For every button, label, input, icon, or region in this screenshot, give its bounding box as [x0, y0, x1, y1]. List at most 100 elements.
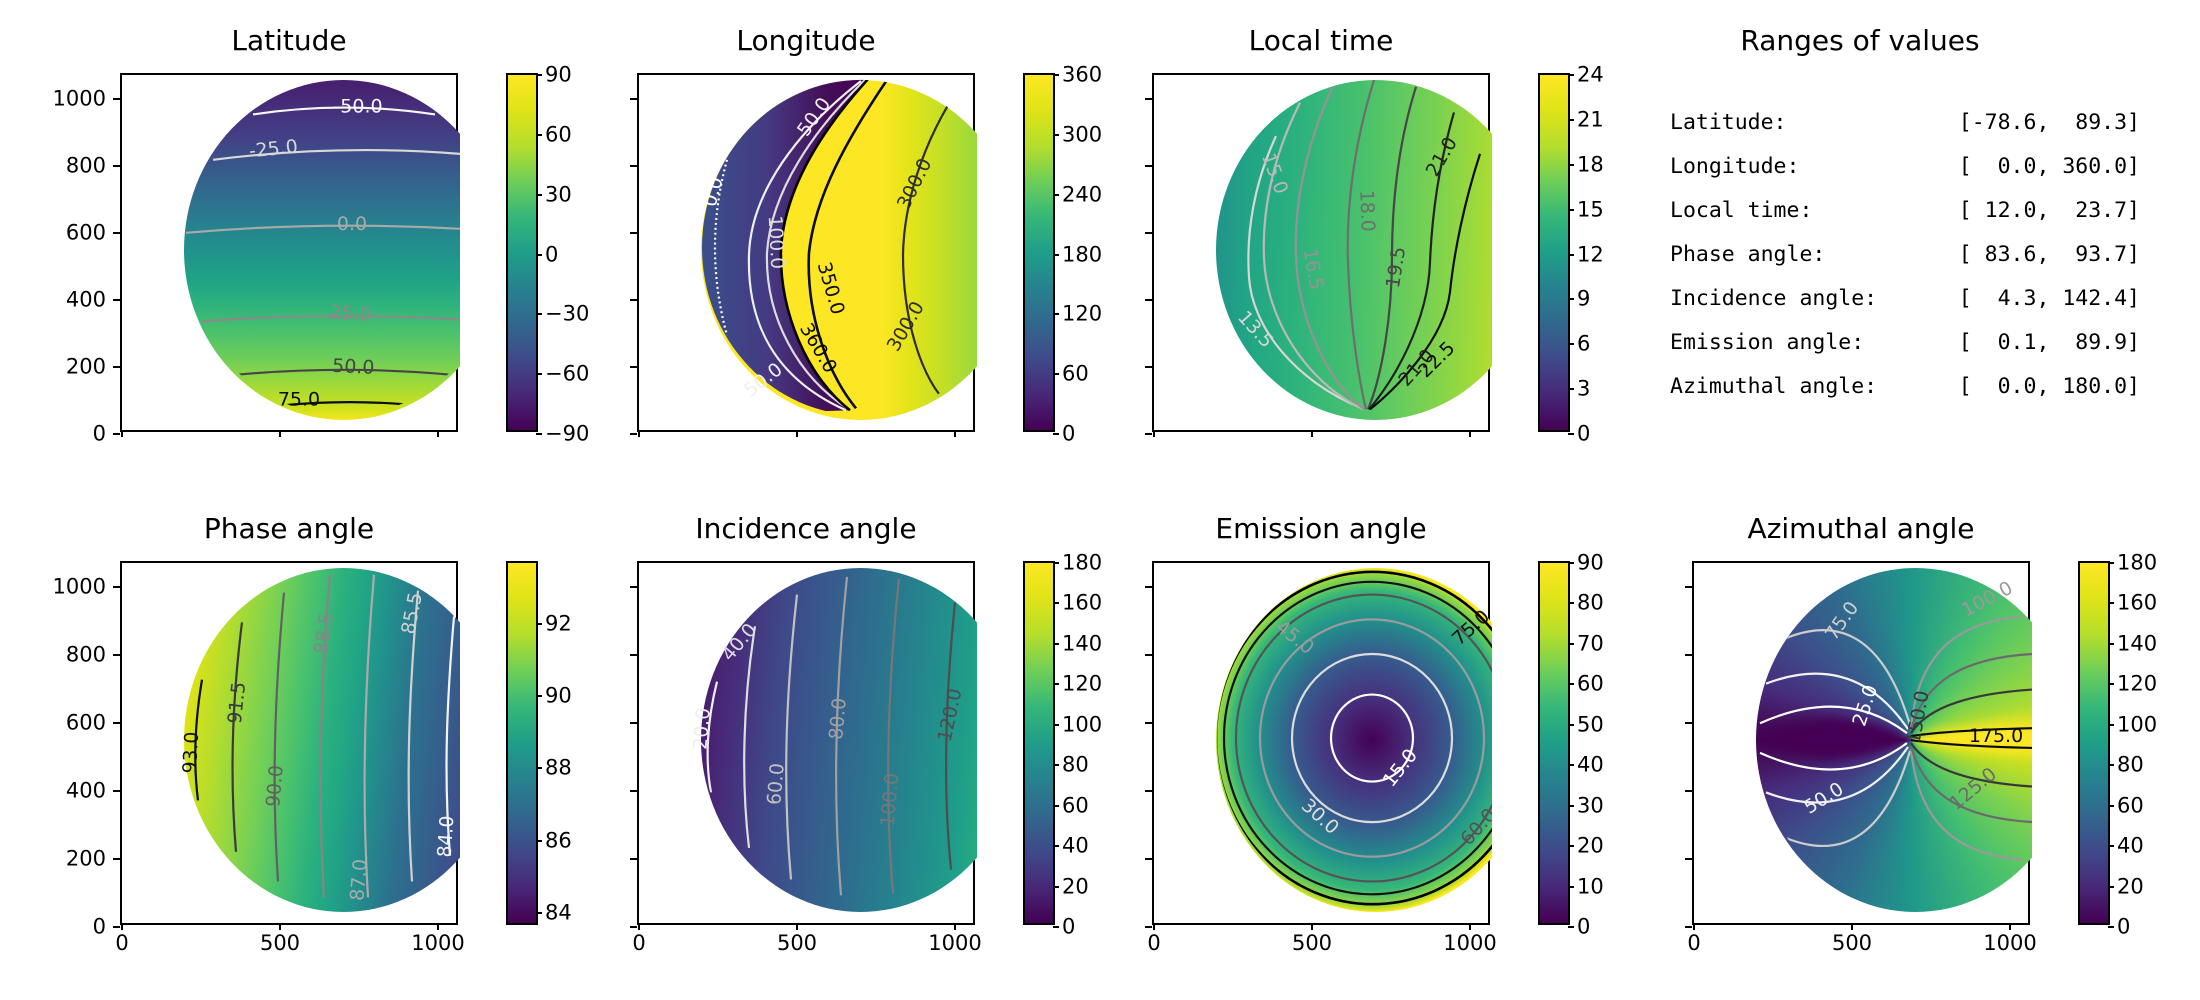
- tick-mark: [1693, 923, 1695, 930]
- plot-title: Azimuthal angle: [1747, 512, 1975, 545]
- tick-label: 88: [545, 755, 572, 780]
- plot-incidence-angle: Incidence angle 20.0 40.0 60.: [630, 512, 1102, 954]
- tick-label: 92: [545, 611, 572, 636]
- tick-label: 1000: [1983, 931, 2037, 955]
- tick-mark: [796, 923, 798, 930]
- tick-label: 70: [1577, 631, 1604, 656]
- tick-mark: [630, 365, 637, 368]
- tick-mark: [536, 911, 542, 914]
- tick-label: 180: [1062, 242, 1103, 266]
- colorbar-ticks: 360 300 240 180 120 60 0: [1025, 64, 1102, 444]
- tick-mark: [2108, 642, 2114, 645]
- plot-area: 20.0 40.0 60.0 80.0 100.0 120.0: [639, 563, 977, 923]
- tick-label: 400: [65, 287, 106, 312]
- tick-mark: [1053, 683, 1059, 686]
- tick-label: 60: [2117, 793, 2144, 818]
- plot-area: 13.5 15.0 16.5 18.0 19.5 21.0 21.0 22.5: [1154, 75, 1492, 430]
- tick-label: −30: [545, 301, 590, 326]
- tick-label: 160: [2117, 590, 2158, 615]
- tick-label: 6: [1577, 331, 1591, 356]
- contour-label: 75.0: [1821, 598, 1863, 645]
- tick-mark: [1568, 845, 1574, 848]
- tick-mark: [1685, 721, 1692, 724]
- tick-mark: [1685, 789, 1692, 792]
- tick-mark: [113, 858, 120, 860]
- tick-label: 0: [1577, 421, 1591, 446]
- tick-mark: [536, 193, 542, 196]
- tick-mark: [1568, 723, 1574, 726]
- tick-mark: [536, 133, 542, 136]
- contour-label: 80.0: [825, 697, 851, 741]
- tick-label: 90: [1577, 550, 1604, 575]
- tick-label: 140: [2117, 631, 2158, 656]
- tick-mark: [1053, 642, 1059, 645]
- contour-overlay: 0.0 50.0 100.0 350.0 360.0 300.0 300.0 5…: [699, 79, 958, 416]
- range-row: Emission angle: [ 0.1, 89.9]: [1670, 330, 2140, 356]
- tick-mark: [1469, 923, 1471, 930]
- tick-label: 800: [65, 642, 106, 667]
- tick-label: 9: [1577, 286, 1591, 311]
- tick-mark: [1053, 373, 1059, 376]
- tick-mark: [1153, 430, 1155, 437]
- tick-mark: [113, 721, 120, 724]
- tick-mark: [2009, 923, 2011, 930]
- tick-mark: [536, 623, 542, 626]
- tick-label: 1000: [1443, 931, 1497, 955]
- tick-label: 18: [1577, 152, 1604, 177]
- tick-mark: [113, 926, 120, 928]
- tick-mark: [2108, 602, 2114, 605]
- tick-mark: [1145, 365, 1152, 368]
- tick-label: 80: [1577, 590, 1604, 615]
- range-label: Azimuthal angle:: [1670, 374, 1878, 399]
- tick-mark: [1145, 298, 1152, 301]
- range-row: Latitude: [-78.6, 89.3]: [1670, 110, 2140, 136]
- tick-mark: [1568, 642, 1574, 645]
- colorbar: 92 90 88 86 84: [506, 561, 572, 925]
- tick-mark: [1145, 585, 1152, 588]
- contour-label: 50.0: [332, 355, 375, 379]
- tick-label: 15: [1577, 197, 1604, 222]
- tick-mark: [1568, 118, 1574, 121]
- range-row: Azimuthal angle: [ 0.0, 180.0]: [1670, 374, 2140, 400]
- contour-label: 300.0: [893, 155, 937, 213]
- tick-mark: [1311, 430, 1313, 437]
- tick-mark: [536, 767, 542, 770]
- tick-label: 1000: [52, 574, 106, 599]
- tick-mark: [536, 74, 542, 76]
- tick-label: 120: [1062, 301, 1103, 326]
- tick-label: 0: [1062, 914, 1076, 939]
- plot-axes: 20.0 40.0 60.0 80.0 100.0 120.0 0 500 1000: [630, 561, 982, 954]
- tick-mark: [1053, 313, 1059, 316]
- plot-area: 93.0 91.5 90.0 88.5 87.0 85.5 84.0: [122, 563, 460, 923]
- tick-label: 300: [1062, 122, 1103, 147]
- plot-title: Incidence angle: [695, 512, 917, 545]
- range-row: Incidence angle: [ 4.3, 142.4]: [1670, 286, 2140, 312]
- tick-label: 30: [545, 182, 572, 207]
- tick-label: 0: [2117, 914, 2131, 939]
- tick-label: 20: [2117, 874, 2144, 899]
- tick-mark: [2108, 562, 2114, 564]
- tick-mark: [1145, 653, 1152, 656]
- contour-overlay: 93.0 91.5 90.0 88.5 87.0 85.5 84.0: [179, 574, 458, 902]
- tick-mark: [1568, 602, 1574, 605]
- tick-mark: [1145, 789, 1152, 792]
- tick-label: 1000: [52, 86, 106, 110]
- tick-mark: [954, 923, 956, 930]
- tick-mark: [1053, 433, 1059, 435]
- tick-label: 50: [1577, 712, 1604, 737]
- tick-mark: [1568, 163, 1574, 166]
- panel-title: Ranges of values: [1740, 24, 1980, 57]
- tick-label: 21: [1577, 107, 1604, 132]
- tick-label: 40: [1577, 752, 1604, 777]
- contour-label: 125.0: [1945, 763, 2001, 814]
- tick-mark: [1053, 764, 1059, 767]
- plot-area: -50.0 -25.0 0.0 25.0 50.0 75.0: [122, 75, 460, 430]
- contour-label: 85.5: [397, 591, 427, 636]
- tick-label: 20: [1062, 874, 1089, 899]
- colorbar: 24 21 18 15 12 9 6 3 0: [1538, 64, 1604, 444]
- tick-mark: [1685, 926, 1692, 928]
- planet-disk: [184, 80, 460, 420]
- contour-overlay: 13.5 15.0 16.5 18.0 19.5 21.0 21.0 22.5: [1233, 79, 1482, 411]
- tick-label: 0: [1687, 931, 1701, 955]
- tick-mark: [1053, 926, 1059, 928]
